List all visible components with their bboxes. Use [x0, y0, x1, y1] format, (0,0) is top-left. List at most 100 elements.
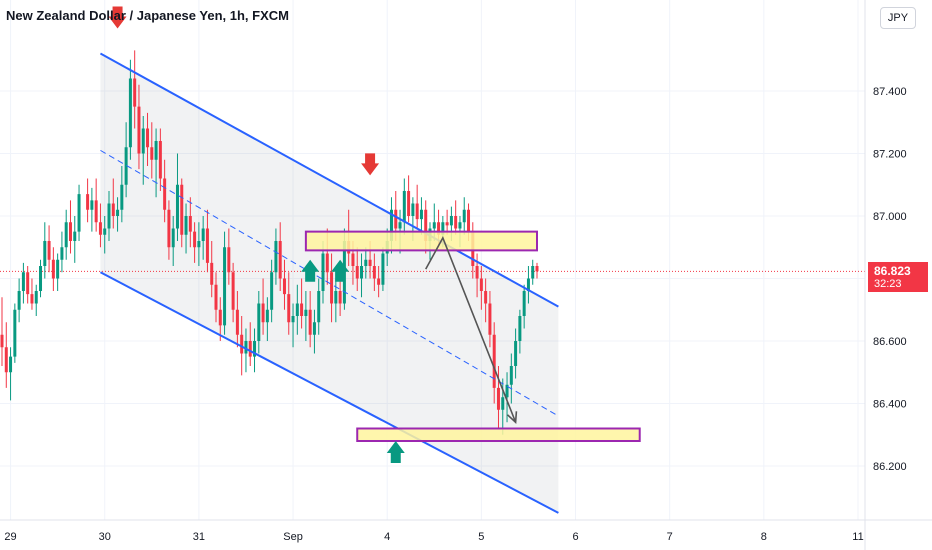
- candle-body: [415, 203, 419, 220]
- up-arrow-marker: [386, 441, 405, 463]
- current-price-label: 86.823 32:23: [868, 262, 928, 293]
- candle-body: [197, 241, 201, 248]
- candle-body: [244, 341, 248, 354]
- x-tick-label: 7: [667, 531, 673, 543]
- candle-body: [479, 278, 483, 291]
- candle-body: [64, 222, 68, 248]
- candle-body: [150, 147, 154, 160]
- candle-body: [146, 128, 150, 148]
- projection-path: [425, 235, 517, 423]
- x-tick-label: 31: [193, 531, 205, 543]
- candle-body: [107, 203, 111, 229]
- candle-body: [291, 316, 295, 323]
- candle-body: [51, 259, 55, 279]
- channel-lower-line: [99, 271, 559, 514]
- candle-body: [308, 309, 312, 335]
- candle-body: [227, 247, 231, 273]
- candle-body: [9, 356, 13, 373]
- candle-body: [141, 128, 145, 154]
- candle-body: [39, 266, 43, 291]
- candle-body: [214, 284, 218, 310]
- candle-body: [248, 341, 252, 357]
- candle-body: [398, 222, 402, 229]
- candle-body: [321, 253, 325, 291]
- candle-body: [274, 241, 278, 273]
- candle-body: [124, 147, 128, 185]
- candle-body: [193, 231, 197, 248]
- candle-body: [295, 303, 299, 316]
- up-arrow-marker: [301, 259, 320, 282]
- y-tick-label: 87.000: [873, 211, 907, 223]
- candle-body: [360, 266, 364, 279]
- candle-body: [180, 184, 184, 235]
- candle-body: [492, 334, 496, 388]
- candle-body: [535, 266, 539, 272]
- candle-body: [56, 259, 60, 279]
- candle-body: [77, 194, 81, 232]
- candle-body: [505, 384, 509, 398]
- candle-body: [223, 247, 227, 326]
- x-tick-label: 29: [4, 531, 16, 543]
- x-tick-label: 11: [852, 531, 863, 543]
- candle-body: [103, 228, 107, 235]
- candle-body: [462, 209, 466, 223]
- candle-body: [0, 334, 4, 348]
- candle-body: [210, 262, 214, 285]
- currency-button[interactable]: JPY: [880, 7, 916, 29]
- channel-upper-line: [99, 52, 559, 308]
- candle-body: [184, 216, 188, 235]
- candle-body: [389, 209, 393, 241]
- candle-body: [496, 387, 500, 410]
- candle-body: [60, 247, 64, 260]
- down-arrow-marker: [361, 153, 380, 176]
- candle-body: [253, 341, 257, 357]
- candle-body: [394, 209, 398, 229]
- candle-body: [432, 222, 436, 229]
- candle-body: [300, 303, 304, 316]
- candle-body: [17, 291, 21, 310]
- channel-middle-line: [100, 149, 559, 417]
- candle-body: [240, 334, 244, 354]
- candle-body: [120, 184, 124, 210]
- x-tick-label: 4: [384, 531, 390, 543]
- candle-body: [257, 303, 261, 341]
- candle-body: [411, 203, 415, 216]
- candle-body: [437, 222, 441, 235]
- candle-body: [325, 253, 329, 273]
- candle-body: [163, 178, 167, 210]
- candle-body: [287, 294, 291, 323]
- x-tick-label: 8: [761, 531, 767, 543]
- candle-body: [47, 241, 51, 260]
- candle-body: [13, 309, 17, 357]
- candle-body: [312, 322, 316, 335]
- candle-body: [488, 303, 492, 335]
- candle-body: [154, 141, 158, 160]
- candle-body: [338, 291, 342, 304]
- candle-body: [68, 222, 72, 241]
- candle-body: [458, 222, 462, 229]
- candle-body: [167, 209, 171, 248]
- x-tick-label: 5: [478, 531, 484, 543]
- y-tick-label: 86.600: [873, 336, 907, 348]
- candle-body: [351, 253, 355, 266]
- up-arrow-marker: [331, 259, 350, 282]
- x-tick-label: 30: [99, 531, 111, 543]
- y-tick-label: 87.200: [873, 149, 907, 161]
- candle-body: [158, 141, 162, 179]
- candle-body: [509, 366, 513, 385]
- candle-body: [531, 266, 535, 279]
- x-tick-label: 6: [572, 531, 578, 543]
- y-tick-label: 86.200: [873, 461, 907, 473]
- y-tick-label: 86.400: [873, 399, 907, 411]
- candle-body: [201, 228, 205, 241]
- candle-body: [270, 272, 274, 310]
- candle-body: [30, 294, 34, 304]
- candle-body: [381, 253, 385, 285]
- candle-body: [424, 209, 428, 241]
- candle-body: [4, 347, 8, 373]
- candle-body: [34, 291, 38, 304]
- candle-body: [128, 78, 132, 148]
- candle-body: [90, 200, 94, 210]
